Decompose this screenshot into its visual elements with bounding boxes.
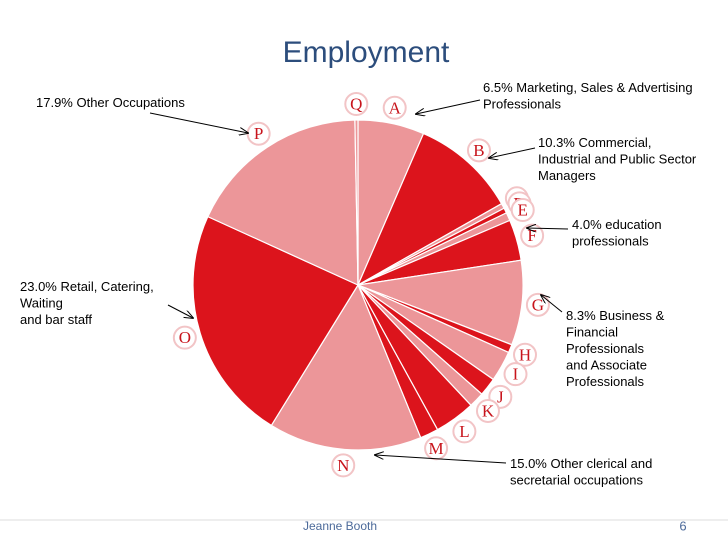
slice-letter: K — [482, 401, 495, 420]
slice-letter: Q — [350, 95, 362, 114]
annotation-arrow — [527, 228, 569, 229]
annotation-line: 15.0% Other clerical and — [510, 456, 652, 471]
annotation-line: Professionals — [566, 341, 645, 356]
pie-slice — [354, 119, 359, 286]
annotation-line: and bar staff — [20, 312, 92, 327]
pie-slice — [270, 283, 422, 451]
slice-letter: E — [518, 200, 528, 219]
slice-letter-badge — [503, 362, 528, 387]
annotation-line: 23.0% Retail, Catering, — [20, 279, 154, 294]
footer-author: Jeanne Booth — [303, 519, 377, 533]
pie-slice — [192, 215, 359, 427]
slice-letter-badge — [513, 342, 538, 367]
annotation-line: Professionals — [566, 374, 645, 389]
annotation-line: secretarial occupations — [510, 473, 643, 488]
annotation-line: Professionals — [483, 97, 562, 112]
annotation-arrow — [541, 295, 563, 313]
annotation-arrow — [416, 99, 481, 114]
slice-letter: F — [527, 226, 536, 245]
slice-letter: J — [497, 387, 504, 406]
annotation-arrow — [489, 147, 536, 158]
slice-letter: N — [337, 456, 349, 475]
annotation-line: professionals — [572, 234, 649, 249]
annotation-line: Waiting — [20, 296, 63, 311]
annotation-arrow — [375, 455, 507, 464]
annotation-arrow — [149, 112, 248, 133]
annotation-line: 10.3% Commercial, — [538, 135, 651, 150]
slice-letter: M — [429, 439, 444, 458]
slice-letter: O — [179, 328, 191, 347]
annotations: 6.5% Marketing, Sales & Advertising Profe… — [20, 80, 697, 488]
slice-letter-badge — [452, 419, 477, 444]
slice-letter-badge — [172, 325, 197, 350]
annotation-line: Industrial and Public Sector — [538, 152, 697, 167]
slice-letter: H — [519, 345, 531, 364]
annotation-line: Financial — [566, 325, 618, 340]
slice-letter: I — [513, 365, 519, 384]
pie: ABCDEFGHIJKLMNOPQ — [172, 92, 550, 478]
annotation-line: and Associate — [566, 358, 647, 373]
annotation-line: 8.3% Business & — [566, 308, 665, 323]
annotation-arrow — [167, 304, 193, 318]
slice-letter: L — [459, 422, 469, 441]
slice-letter: G — [532, 295, 544, 314]
slice-letter: P — [254, 124, 263, 143]
slice-letter-badge — [424, 436, 449, 461]
pie-slice — [207, 119, 359, 286]
slice-letter-badge — [331, 453, 356, 478]
slice-letter: B — [473, 141, 484, 160]
pie-slice — [356, 132, 503, 287]
slice-letter-badge — [510, 197, 535, 222]
page-number: 6 — [679, 518, 686, 533]
slice-letter-badge — [466, 138, 491, 163]
slice-letter-badge — [475, 398, 500, 423]
slice-letter-badge — [344, 92, 369, 117]
annotation-line: 6.5% Marketing, Sales & Advertising — [483, 80, 693, 95]
pie-slice — [355, 259, 524, 346]
annotation-line: 4.0% education — [572, 217, 662, 232]
chart-title: Employment — [283, 36, 450, 69]
slice-letter: A — [389, 98, 402, 117]
slice-letter-badge — [382, 95, 407, 120]
annotation-line: 17.9% Other Occupations — [36, 95, 185, 110]
annotation-line: Managers — [538, 168, 596, 183]
